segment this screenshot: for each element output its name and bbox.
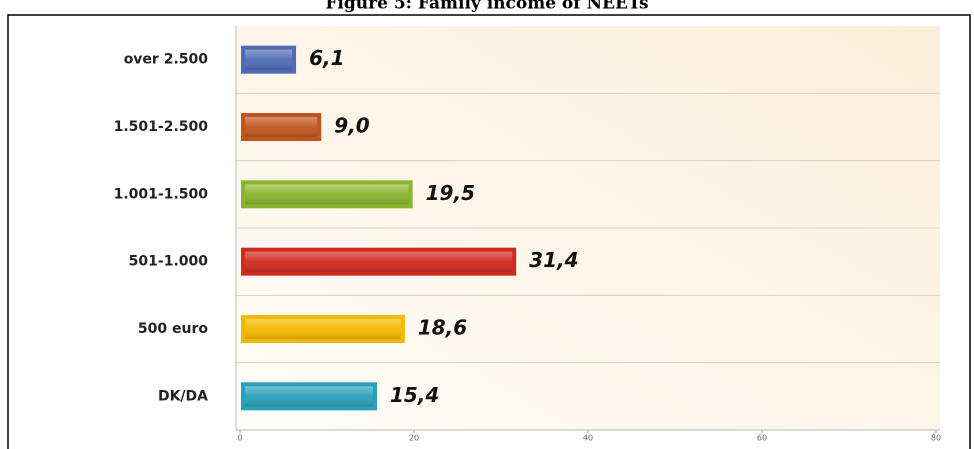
value-label: 15,4 <box>390 383 439 407</box>
y-tick-label: over 2.500 <box>124 52 209 68</box>
bar-shine <box>245 49 293 70</box>
y-tick-label: DK/DA <box>158 388 208 404</box>
bar-shine <box>245 184 409 205</box>
value-label: 18,6 <box>418 316 467 340</box>
bar-shine <box>245 319 401 339</box>
value-label: 6,1 <box>309 46 344 70</box>
bar-shine <box>245 251 513 272</box>
y-tick-label: 1.001-1.500 <box>114 186 209 202</box>
x-tick-label: 0 <box>237 434 242 443</box>
bar-shine <box>245 117 318 137</box>
bar-shine <box>245 386 373 407</box>
y-tick-label: 501-1.000 <box>129 254 209 270</box>
value-label: 9,0 <box>334 114 370 138</box>
value-label: 31,4 <box>529 248 578 272</box>
x-tick-label: 60 <box>757 434 767 443</box>
y-tick-label: 500 euro <box>138 321 208 337</box>
x-tick-label: 80 <box>931 434 941 443</box>
y-tick-label: 1.501-2.500 <box>114 119 209 135</box>
x-tick-label: 40 <box>583 434 593 443</box>
value-label: 19,5 <box>426 181 475 205</box>
x-tick-label: 20 <box>409 434 419 443</box>
chart-title: Figure 5: Family income of NEETs <box>325 0 648 14</box>
